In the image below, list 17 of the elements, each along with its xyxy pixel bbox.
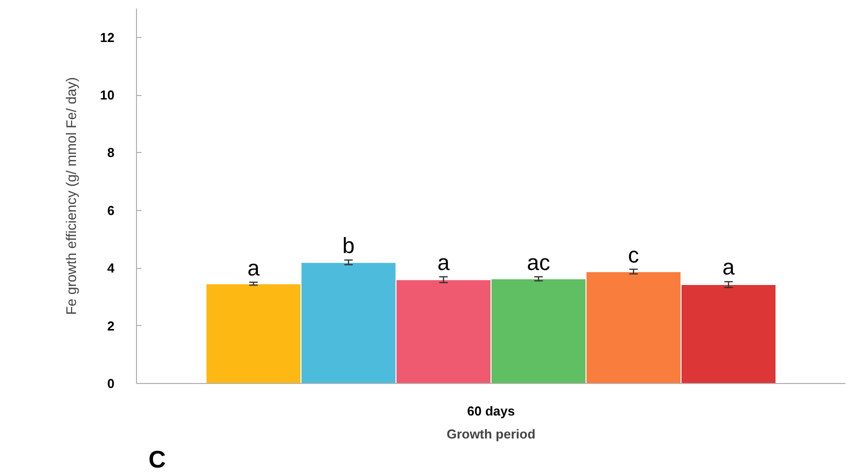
x-axis-title: Growth period bbox=[446, 426, 536, 442]
annotation: a bbox=[722, 254, 736, 280]
y-tick-label: 12 bbox=[100, 30, 115, 45]
annotation: b bbox=[342, 233, 355, 258]
y-axis-title: Fe growth efficiency (g/ mmol Fe/ day) bbox=[63, 77, 80, 315]
annotation: ac bbox=[526, 250, 550, 275]
annotation: c bbox=[628, 242, 640, 268]
y-tick-label: 8 bbox=[107, 145, 115, 160]
text: C bbox=[148, 446, 166, 473]
y-tick-label: 6 bbox=[107, 202, 115, 218]
y-tick-label: 0 bbox=[107, 376, 115, 391]
x-tick-label: 60 days bbox=[467, 404, 515, 418]
annotation: a bbox=[247, 255, 260, 280]
y-tick-label: 4 bbox=[107, 260, 116, 276]
y-tick-label: 10 bbox=[100, 88, 115, 103]
y-tick-label: 2 bbox=[107, 318, 115, 334]
annotation: a bbox=[437, 250, 450, 275]
